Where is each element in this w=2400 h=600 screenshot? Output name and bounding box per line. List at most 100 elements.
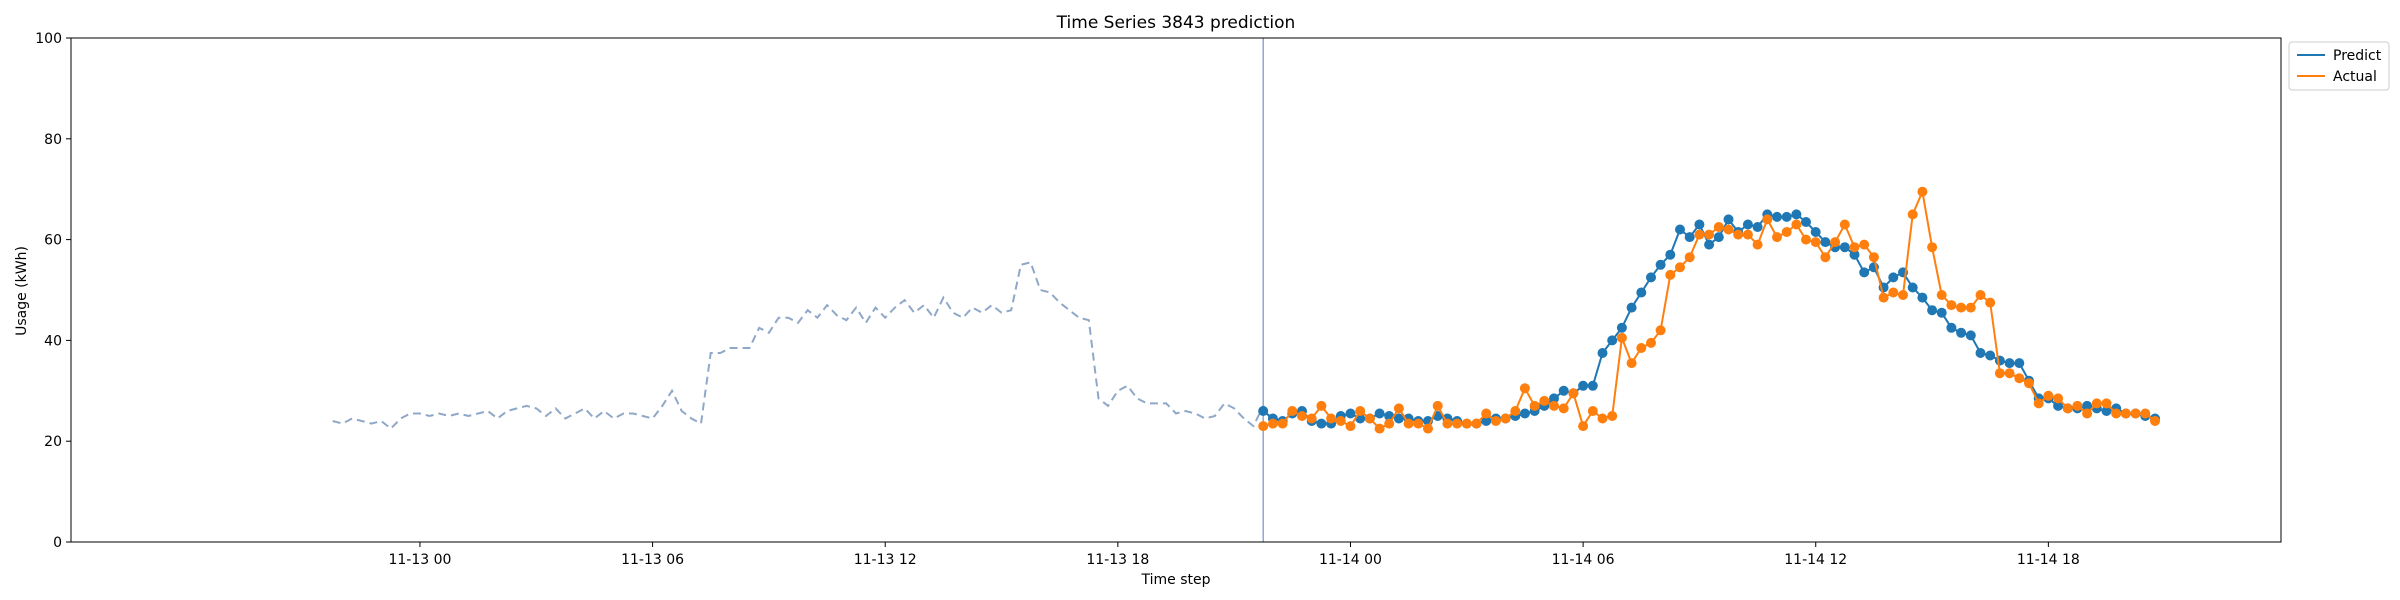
data-point-predict: [1946, 322, 1957, 333]
data-point-predict: [1742, 219, 1753, 230]
data-point-actual: [1510, 406, 1521, 416]
data-point-predict: [1820, 237, 1831, 248]
data-point-actual: [1578, 421, 1589, 432]
data-point-predict: [1374, 408, 1385, 419]
data-point-actual: [2062, 403, 2073, 414]
data-point-actual: [1704, 229, 1715, 240]
data-point-actual: [1374, 423, 1385, 434]
data-point-predict: [1713, 232, 1724, 243]
chart-title: Time Series 3843 prediction: [1056, 13, 1296, 33]
x-tick-label: 11-14 00: [1319, 552, 1382, 568]
data-point-actual: [1965, 302, 1976, 313]
data-point-predict: [1985, 350, 1996, 361]
data-point-predict: [1616, 322, 1627, 333]
data-point-actual: [1539, 395, 1550, 406]
data-point-predict: [1772, 211, 1782, 222]
data-point-actual: [2091, 398, 2102, 409]
chart-marks: 0 20 40 60 80 100 11-13 00 11-13 06 11-13 12 11-1…: [35, 31, 2160, 568]
data-point-actual: [1258, 421, 1269, 432]
data-point-actual: [1267, 418, 1278, 429]
data-point-actual: [1616, 332, 1627, 343]
data-point-predict: [1675, 224, 1685, 235]
data-point-actual: [1335, 416, 1346, 426]
data-point-predict: [2101, 406, 2112, 416]
data-point-actual: [1413, 418, 1424, 429]
data-point-actual: [1675, 262, 1685, 273]
data-point-predict: [1927, 305, 1938, 316]
x-tick-label: 11-13 00: [388, 552, 451, 568]
data-point-actual: [1820, 252, 1831, 263]
data-point-predict: [1975, 348, 1986, 358]
data-point-predict: [1393, 413, 1404, 424]
data-point-actual: [1490, 416, 1501, 426]
data-point-predict: [1936, 307, 1947, 318]
data-point-actual: [1597, 413, 1608, 424]
x-tick-label: 11-13 06: [621, 552, 684, 568]
data-point-actual: [1316, 400, 1327, 411]
data-point-actual: [1423, 423, 1433, 434]
data-point-actual: [1529, 400, 1540, 411]
data-point-actual: [1772, 232, 1782, 243]
data-point-predict: [1597, 348, 1608, 358]
data-point-predict: [1888, 272, 1899, 283]
data-point-actual: [1917, 186, 1928, 197]
data-point-actual: [1830, 237, 1841, 248]
data-point-actual: [1781, 227, 1792, 237]
data-point-predict: [1578, 380, 1589, 391]
data-point-predict: [1839, 242, 1850, 253]
x-tick-label: 11-14 06: [1552, 552, 1615, 568]
data-point-actual: [1587, 406, 1598, 416]
y-tick-label: 20: [44, 434, 62, 450]
data-point-actual: [1694, 229, 1705, 240]
data-point-predict: [1655, 259, 1666, 270]
data-point-actual: [1927, 242, 1938, 253]
data-point-actual: [2033, 398, 2044, 409]
data-point-predict: [1752, 222, 1763, 232]
data-point-actual: [1868, 252, 1879, 263]
data-point-actual: [1975, 290, 1986, 300]
data-point-predict: [1549, 393, 1559, 404]
data-point-actual: [1626, 358, 1637, 369]
data-point-actual: [1762, 214, 1773, 225]
data-point-predict: [1587, 380, 1598, 391]
y-tick-label: 80: [44, 132, 62, 148]
data-point-actual: [1326, 413, 1337, 424]
data-point-actual: [1355, 406, 1366, 416]
data-point-predict: [2053, 400, 2064, 411]
data-point-predict: [1956, 327, 1967, 338]
data-point-actual: [1568, 388, 1579, 399]
data-point-actual: [1471, 418, 1482, 429]
data-point-predict: [1704, 239, 1715, 250]
data-point-predict: [1907, 282, 1918, 293]
data-point-actual: [1306, 413, 1317, 424]
data-point-actual: [2024, 378, 2034, 389]
data-point-actual: [1481, 408, 1492, 419]
data-point-actual: [1384, 418, 1395, 429]
data-point-predict: [1791, 209, 1802, 220]
data-point-predict: [1646, 272, 1656, 283]
data-point-actual: [1994, 368, 2005, 379]
data-point-actual: [2130, 408, 2141, 419]
data-point-actual: [1636, 343, 1647, 353]
data-point-predict: [1345, 408, 1356, 419]
data-point-actual: [2140, 408, 2151, 419]
data-point-actual: [1878, 292, 1889, 303]
data-point-predict: [1665, 249, 1676, 260]
data-point-actual: [1607, 411, 1618, 421]
x-tick-label: 11-13 12: [854, 552, 917, 568]
data-point-actual: [1287, 406, 1298, 416]
data-point-actual: [2043, 390, 2054, 401]
data-point-predict: [1994, 355, 2005, 366]
data-point-actual: [2053, 393, 2064, 404]
y-tick-label: 40: [44, 333, 62, 349]
x-tick-label: 11-14 18: [2017, 552, 2080, 568]
data-point-actual: [1442, 418, 1453, 429]
data-point-predict: [1316, 418, 1327, 429]
x-tick-label: 11-14 12: [1784, 552, 1847, 568]
data-point-predict: [1723, 214, 1734, 225]
data-point-actual: [1684, 252, 1695, 263]
data-point-actual: [1859, 239, 1870, 250]
